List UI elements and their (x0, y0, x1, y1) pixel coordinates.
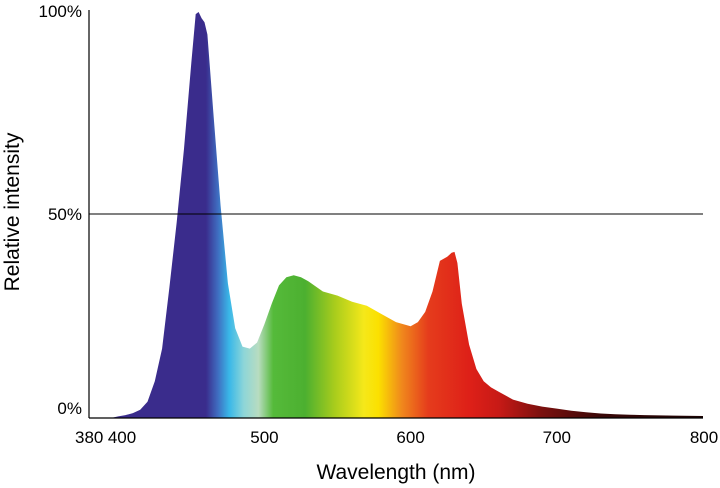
x-axis-title: Wavelength (nm) (316, 461, 475, 484)
y-tick-label: 100% (39, 2, 82, 21)
y-tick-labels: 0% 50% 100% (39, 2, 82, 418)
x-tick-label: 800 (690, 428, 718, 447)
y-tick-label: 50% (48, 205, 82, 224)
x-tick-label: 500 (250, 428, 278, 447)
x-tick-labels: 380 400 500 600 700 800 (75, 428, 718, 447)
x-tick-label: 600 (396, 428, 424, 447)
y-axis-title: Relative intensity (1, 132, 24, 291)
x-tick-label: 400 (108, 428, 136, 447)
x-tick-label: 380 (75, 428, 103, 447)
x-tick-label: 700 (543, 428, 571, 447)
y-tick-label: 0% (57, 399, 82, 418)
spectrum-area (110, 12, 703, 418)
